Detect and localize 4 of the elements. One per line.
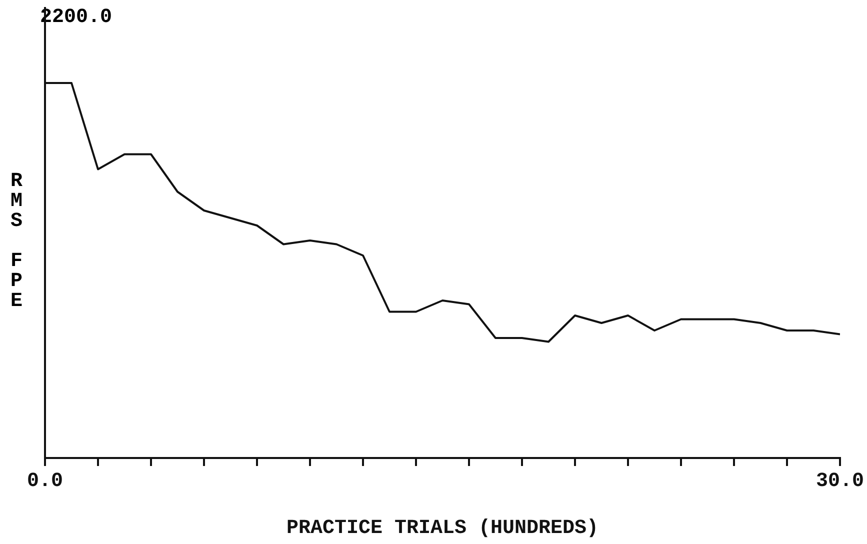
x-tick-label: 30.0 — [816, 470, 864, 494]
x-tick-label: 0.0 — [26, 470, 64, 494]
x-axis-title: PRACTICE TRIALS (HUNDREDS) — [286, 517, 599, 540]
y-axis-title: RMS FPE — [5, 170, 28, 310]
